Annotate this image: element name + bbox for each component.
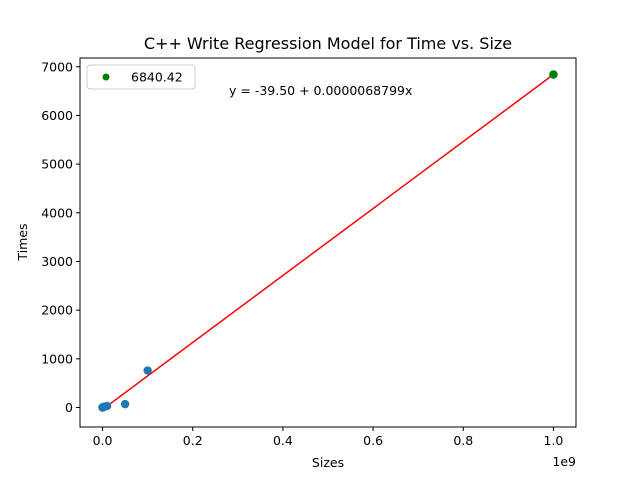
y-tick-label: 3000 [41,254,73,269]
regression-equation: y = -39.50 + 0.0000068799x [229,83,412,98]
legend-marker [102,73,110,81]
data-point [143,366,152,375]
y-tick-label: 6000 [41,108,73,123]
highlight-point [549,70,558,79]
x-axis-offset-label: 1e9 [552,454,576,469]
x-tick-label: 0.0 [93,433,113,448]
y-tick-label: 1000 [41,351,73,366]
chart-title: C++ Write Regression Model for Time vs. … [144,34,512,53]
y-tick-label: 7000 [41,59,73,74]
y-tick-label: 5000 [41,157,73,172]
data-point [102,401,112,411]
x-axis: 0.0 0.2 0.4 0.6 0.8 1.0 [93,427,564,448]
legend-label: 6840.42 [131,70,183,85]
x-tick-label: 1.0 [544,433,564,448]
plot-marks [98,70,558,412]
y-tick-label: 2000 [41,303,73,318]
x-tick-label: 0.2 [183,433,203,448]
legend-box [86,64,196,90]
y-tick-label: 0 [65,400,73,415]
regression-line [102,73,554,411]
y-tick-label: 4000 [41,205,73,220]
data-point [120,399,130,409]
plot-frame [79,57,577,428]
y-axis: 0 1000 2000 3000 4000 5000 6000 7000 [41,59,80,415]
x-axis-label: Sizes [312,455,344,470]
y-axis-label: Times [15,223,30,261]
x-tick-label: 0.6 [363,433,383,448]
x-tick-label: 0.4 [273,433,293,448]
x-tick-label: 0.8 [453,433,473,448]
legend: 6840.42 [86,64,196,90]
